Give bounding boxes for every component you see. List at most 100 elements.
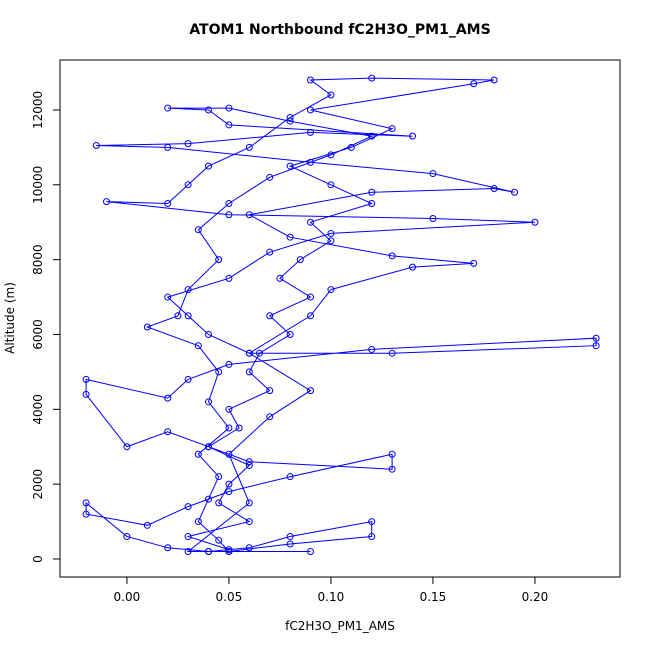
data-point [205, 443, 213, 451]
data-point [368, 345, 376, 353]
plot-area [82, 74, 600, 556]
data-point [368, 518, 376, 526]
x-tick-label: 0.10 [318, 590, 345, 604]
data-point [164, 394, 172, 402]
y-tick-label: 10000 [31, 166, 45, 204]
data-point [184, 533, 192, 541]
data-point [245, 458, 253, 466]
data-point [184, 140, 192, 148]
data-point [286, 113, 294, 121]
data-point [286, 117, 294, 125]
data-point [225, 424, 233, 432]
data-point [368, 74, 376, 82]
data-point [82, 510, 90, 518]
data-point [388, 465, 396, 473]
data-point [205, 548, 213, 556]
data-point [368, 188, 376, 196]
data-point [266, 248, 274, 256]
data-point [429, 170, 437, 178]
data-point [174, 312, 182, 320]
data-point [266, 387, 274, 395]
y-axis-title: Altitude (m) [3, 282, 17, 354]
data-point [429, 214, 437, 222]
data-point [164, 104, 172, 112]
y-tick-label: 6000 [31, 319, 45, 350]
data-point [225, 104, 233, 112]
data-point [470, 259, 478, 267]
data-point [592, 334, 600, 342]
data-point [307, 218, 315, 226]
data-point [205, 162, 213, 170]
data-point [143, 323, 151, 331]
data-point [245, 349, 253, 357]
data-point [235, 424, 243, 432]
data-point [256, 349, 264, 357]
data-point [245, 499, 253, 507]
data-point [470, 80, 478, 88]
y-tick-label: 8000 [31, 244, 45, 275]
data-point [164, 544, 172, 552]
data-point [184, 312, 192, 320]
data-point [184, 375, 192, 383]
data-point [307, 293, 315, 301]
data-point [327, 151, 335, 159]
data-point [276, 274, 284, 282]
data-point [225, 211, 233, 219]
data-point [184, 503, 192, 511]
data-point [327, 91, 335, 99]
data-point [245, 143, 253, 151]
data-point [388, 125, 396, 133]
x-tick-label: 0.05 [216, 590, 243, 604]
x-tick-label: 0.00 [114, 590, 141, 604]
x-axis-title: fC2H3O_PM1_AMS [285, 619, 395, 633]
data-point [225, 546, 233, 554]
data-point [225, 480, 233, 488]
y-tick-label: 0 [31, 555, 45, 563]
data-point [327, 229, 335, 237]
data-point [388, 349, 396, 357]
data-point [266, 413, 274, 421]
data-point [307, 76, 315, 84]
data-point [194, 226, 202, 234]
data-point [164, 428, 172, 436]
data-point [164, 200, 172, 208]
y-tick-label: 2000 [31, 469, 45, 500]
data-point [307, 387, 315, 395]
data-point [225, 488, 233, 496]
data-point [327, 181, 335, 189]
data-point [92, 142, 100, 150]
data-point [307, 158, 315, 166]
chart-title: ATOM1 Northbound fC2H3O_PM1_AMS [189, 22, 490, 38]
data-point [368, 200, 376, 208]
data-point [347, 143, 355, 151]
data-point [164, 293, 172, 301]
series-line [85, 77, 597, 553]
data-point [225, 360, 233, 368]
data-point [184, 181, 192, 189]
data-point [225, 200, 233, 208]
data-point [327, 237, 335, 245]
data-point [307, 548, 315, 556]
data-point [194, 518, 202, 526]
data-point [194, 342, 202, 350]
data-point [307, 312, 315, 320]
data-point [82, 390, 90, 398]
data-point [225, 548, 233, 556]
data-point [245, 518, 253, 526]
data-point [215, 256, 223, 264]
data-point [286, 233, 294, 241]
data-point [215, 499, 223, 507]
data-point [531, 218, 539, 226]
data-point [205, 106, 213, 114]
data-point [286, 473, 294, 481]
data-point [205, 495, 213, 503]
data-point [184, 286, 192, 294]
data-point [327, 286, 335, 294]
data-point [225, 450, 233, 458]
data-point [245, 368, 253, 376]
data-point [490, 76, 498, 84]
data-point [82, 499, 90, 507]
data-point [215, 536, 223, 544]
